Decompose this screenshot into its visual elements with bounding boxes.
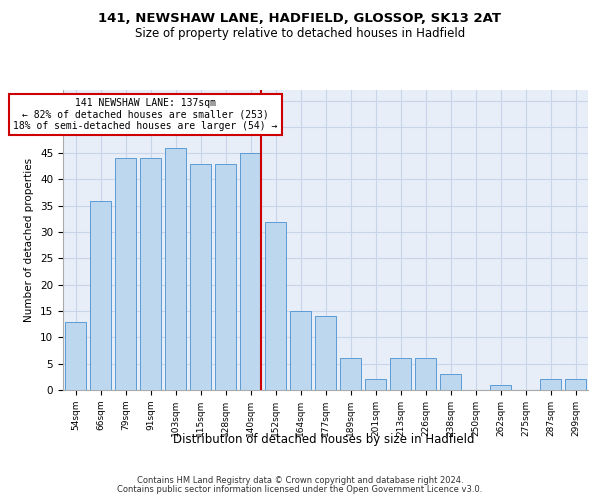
Y-axis label: Number of detached properties: Number of detached properties (25, 158, 34, 322)
Text: Size of property relative to detached houses in Hadfield: Size of property relative to detached ho… (135, 28, 465, 40)
Bar (340, 358, 361, 390)
Bar (240, 153, 261, 390)
Bar (415, 358, 436, 390)
Bar (65, 322, 86, 390)
Text: Contains public sector information licensed under the Open Government Licence v3: Contains public sector information licen… (118, 485, 482, 494)
Bar (90, 200, 111, 390)
Bar (565, 380, 586, 390)
Bar (365, 380, 386, 390)
Bar (140, 158, 161, 390)
Bar (315, 316, 336, 390)
Bar (440, 374, 461, 390)
Bar (190, 164, 211, 390)
Bar (165, 148, 186, 390)
Bar (540, 380, 561, 390)
Text: Contains HM Land Registry data © Crown copyright and database right 2024.: Contains HM Land Registry data © Crown c… (137, 476, 463, 485)
Bar (215, 164, 236, 390)
Text: 141, NEWSHAW LANE, HADFIELD, GLOSSOP, SK13 2AT: 141, NEWSHAW LANE, HADFIELD, GLOSSOP, SK… (98, 12, 502, 26)
Bar (265, 222, 286, 390)
Bar (290, 311, 311, 390)
Bar (115, 158, 136, 390)
Bar (390, 358, 411, 390)
Bar (490, 384, 511, 390)
Text: 141 NEWSHAW LANE: 137sqm
← 82% of detached houses are smaller (253)
18% of semi-: 141 NEWSHAW LANE: 137sqm ← 82% of detach… (13, 98, 278, 131)
Text: Distribution of detached houses by size in Hadfield: Distribution of detached houses by size … (173, 432, 475, 446)
